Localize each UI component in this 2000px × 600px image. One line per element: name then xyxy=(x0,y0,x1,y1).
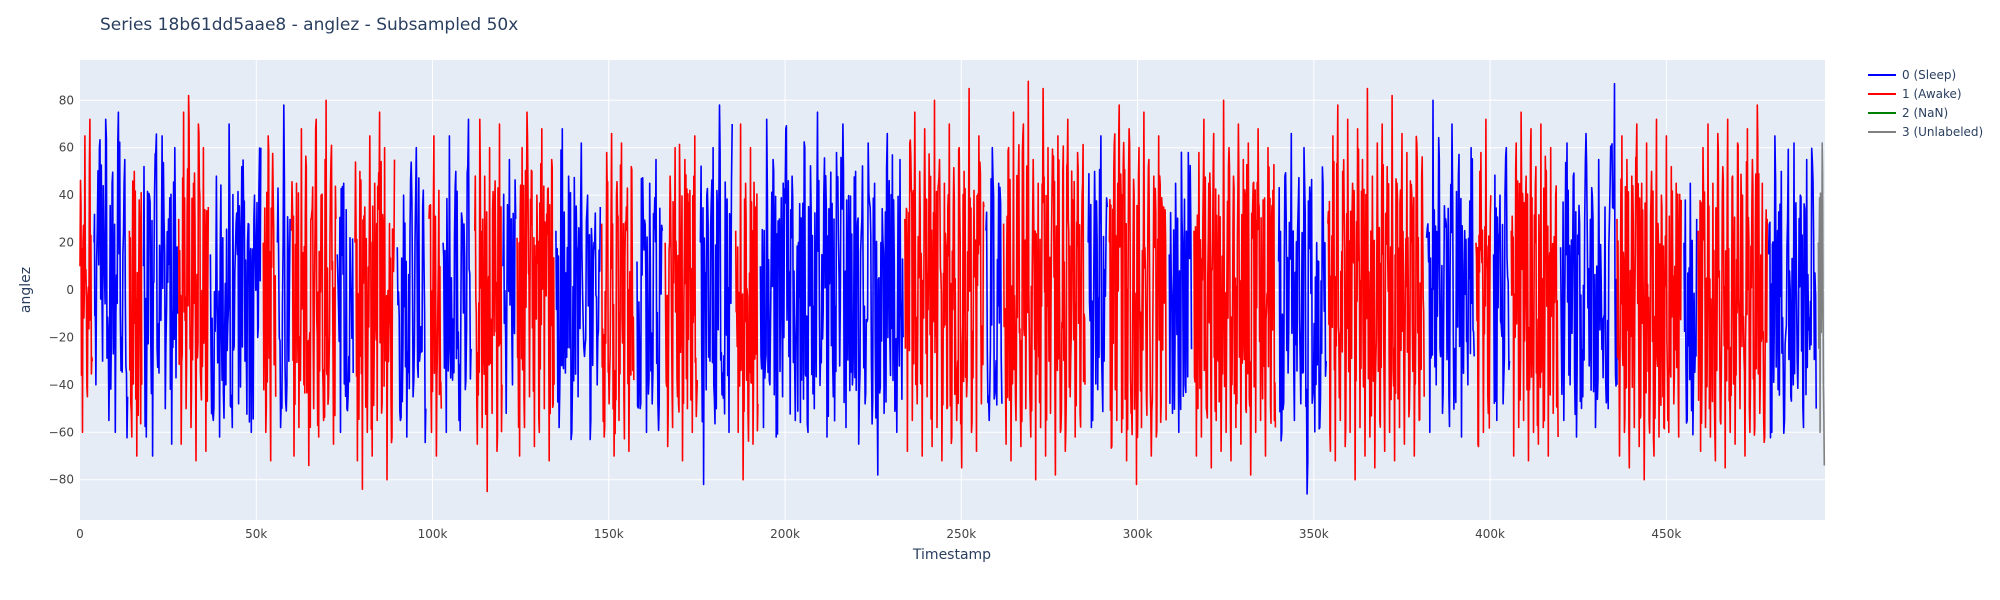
x-tick-label: 0 xyxy=(76,527,84,541)
legend[interactable]: 0 (Sleep) 1 (Awake) 2 (NaN) 3 (Unlabeled) xyxy=(1868,68,1983,139)
y-tick-label: −80 xyxy=(49,473,74,487)
y-tick-label: 40 xyxy=(59,188,74,202)
x-tick-label: 50k xyxy=(245,527,267,541)
y-tick-label: 20 xyxy=(59,236,74,250)
x-axis-ticks: 0 50k 100k 150k 200k 250k 300k 350k 400k 450k xyxy=(76,527,1681,541)
y-tick-label: −60 xyxy=(49,425,74,439)
legend-label[interactable]: 0 (Sleep) xyxy=(1902,68,1956,82)
y-tick-label: −20 xyxy=(49,330,74,344)
y-tick-label: 80 xyxy=(59,93,74,107)
x-tick-label: 150k xyxy=(594,527,624,541)
y-tick-label: −40 xyxy=(49,378,74,392)
x-tick-label: 200k xyxy=(770,527,800,541)
x-tick-label: 400k xyxy=(1475,527,1505,541)
x-tick-label: 450k xyxy=(1651,527,1681,541)
x-tick-label: 300k xyxy=(1123,527,1153,541)
y-tick-label: 0 xyxy=(66,283,74,297)
legend-label[interactable]: 2 (NaN) xyxy=(1902,106,1948,120)
legend-label[interactable]: 1 (Awake) xyxy=(1902,87,1962,101)
x-tick-label: 350k xyxy=(1299,527,1329,541)
legend-label[interactable]: 3 (Unlabeled) xyxy=(1902,125,1983,139)
y-tick-label: 60 xyxy=(59,141,74,155)
data-layer xyxy=(79,80,1826,495)
series-line-0[interactable] xyxy=(93,82,1817,495)
chart-title: Series 18b61dd5aae8 - anglez - Subsample… xyxy=(100,15,518,35)
series-line-3[interactable] xyxy=(1817,142,1826,466)
x-tick-label: 250k xyxy=(946,527,976,541)
y-axis-ticks: 80 60 40 20 0 −20 −40 −60 −80 xyxy=(49,93,74,486)
y-axis-title: anglez xyxy=(18,267,34,313)
x-tick-label: 100k xyxy=(418,527,448,541)
x-axis-title: Timestamp xyxy=(912,547,991,563)
series-line-1[interactable] xyxy=(79,80,1768,493)
